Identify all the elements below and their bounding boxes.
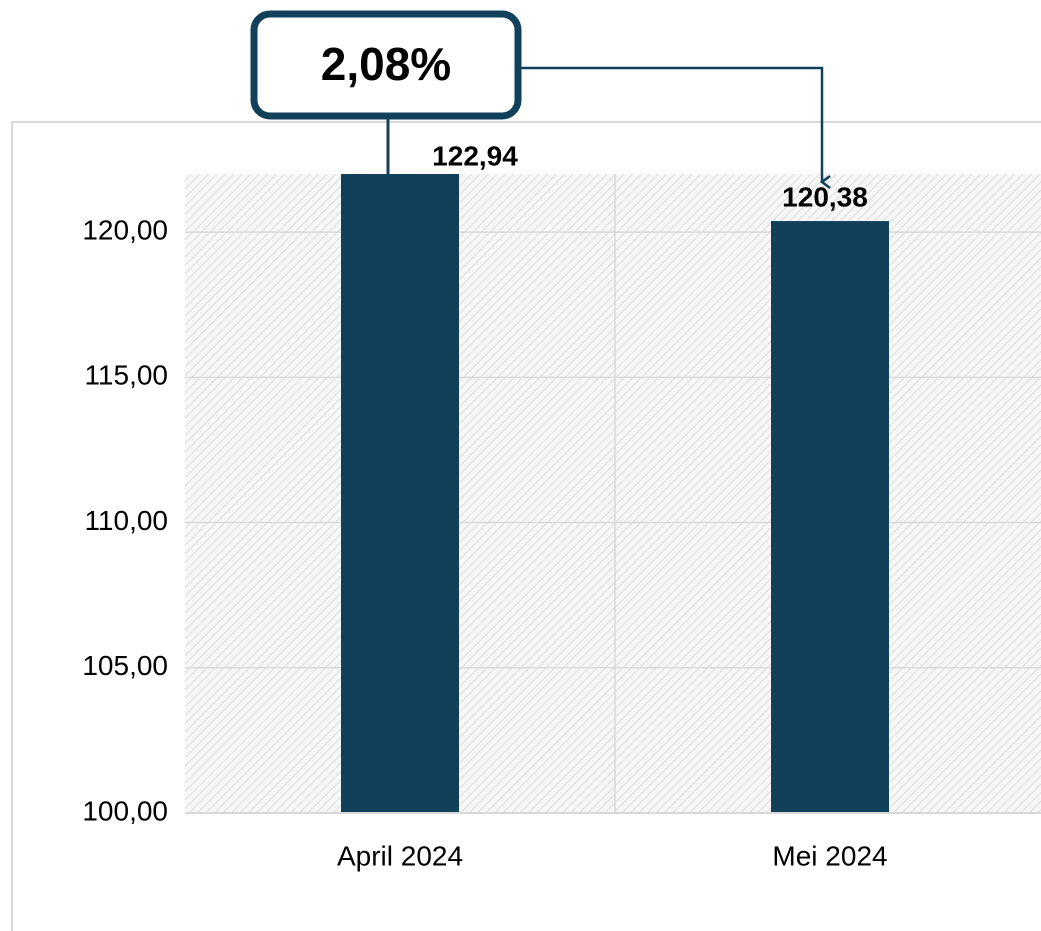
x-tick-label: Mei 2024 <box>772 840 887 871</box>
annotation: 2,08% <box>321 38 451 90</box>
plot-area <box>185 174 1041 813</box>
y-tick-label: 115,00 <box>84 360 168 391</box>
y-tick-label: 105,00 <box>82 650 168 681</box>
annotation-box <box>250 10 522 120</box>
y-tick-label: 120,00 <box>82 214 168 245</box>
bar <box>771 221 889 813</box>
data-label: 120,38 <box>782 181 868 212</box>
data-label: 122,94 <box>432 140 518 171</box>
y-tick-label: 110,00 <box>84 505 168 536</box>
x-tick-label: April 2024 <box>337 840 463 871</box>
arrow <box>520 66 831 189</box>
bar <box>341 174 459 813</box>
y-tick-label: 100,00 <box>82 795 168 826</box>
